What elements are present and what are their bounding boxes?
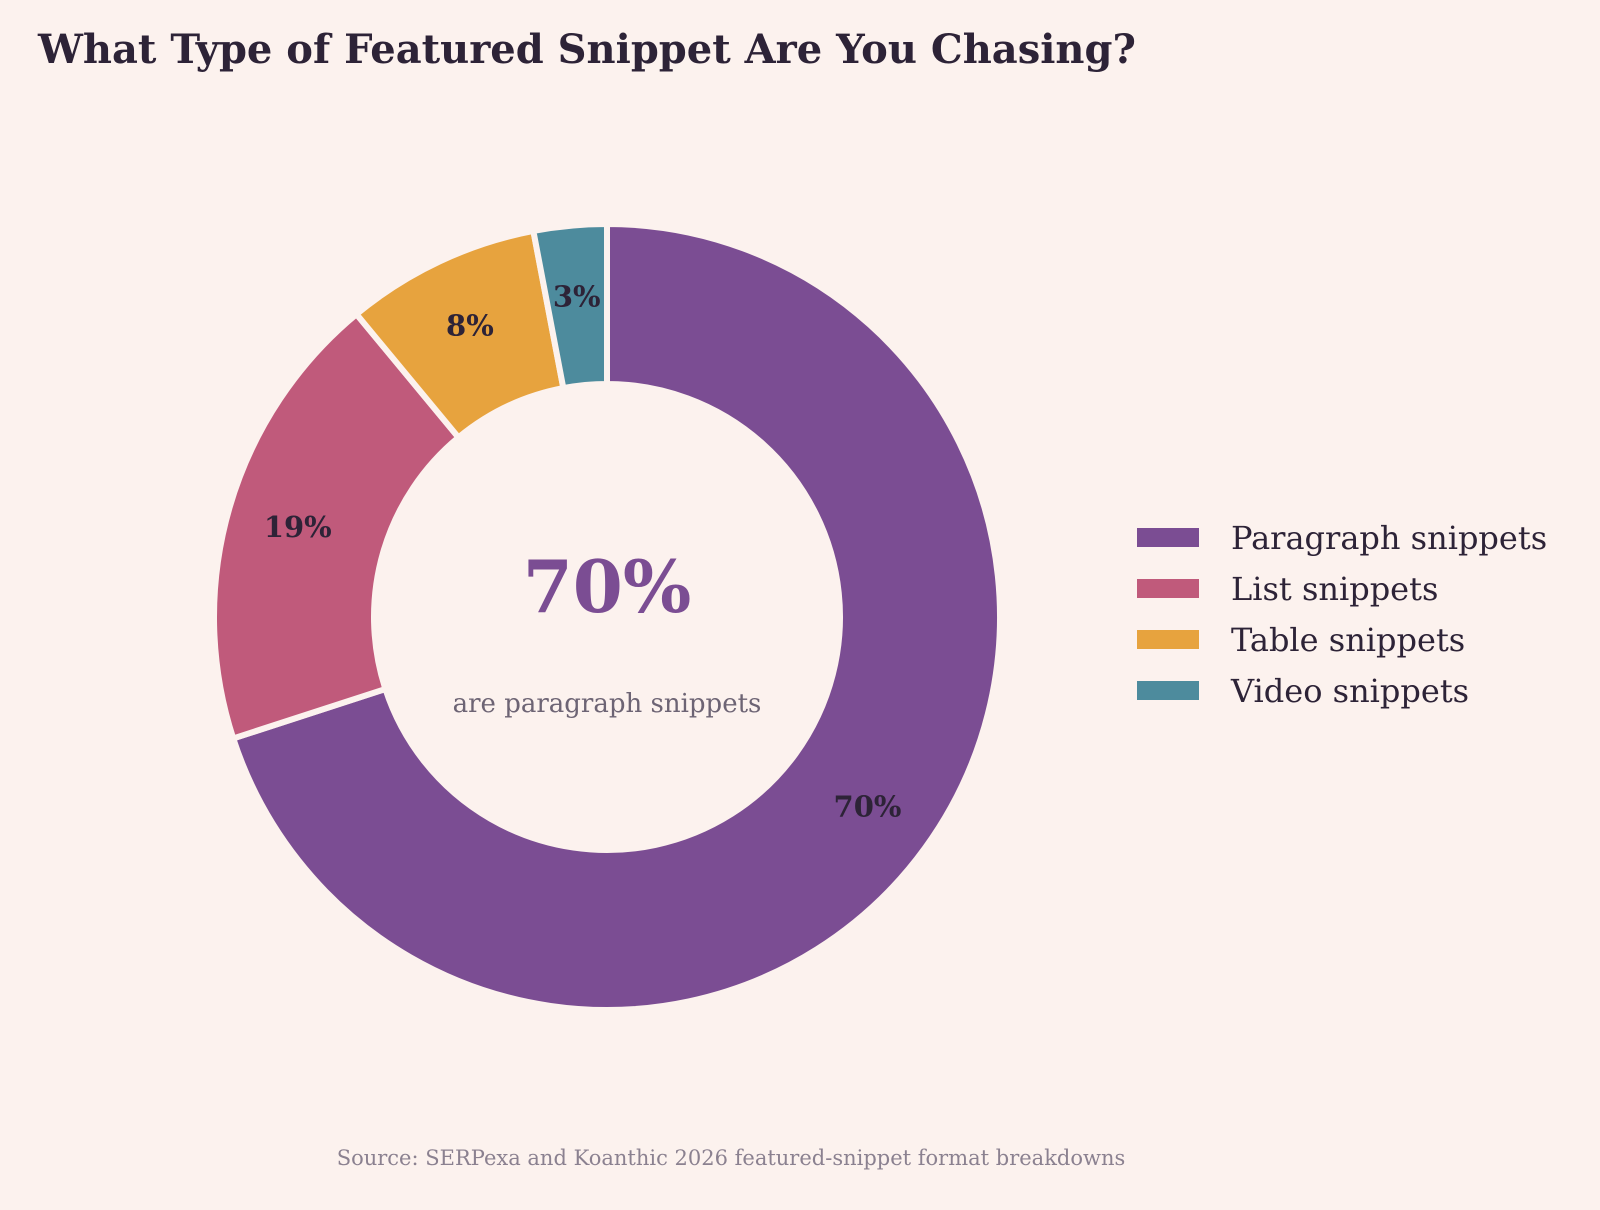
slice-video-snippets bbox=[530, 221, 610, 392]
legend-swatch bbox=[1137, 528, 1199, 547]
legend-item-table-snippets: Table snippets bbox=[1137, 614, 1547, 665]
legend-label: List snippets bbox=[1231, 569, 1439, 608]
donut-slices bbox=[211, 221, 1003, 1013]
donut-slice-labels: 70% 19% 8% 3% bbox=[264, 279, 902, 823]
legend-label: Video snippets bbox=[1231, 671, 1470, 710]
legend-label: Table snippets bbox=[1231, 620, 1466, 659]
center-caption: are paragraph snippets bbox=[453, 689, 762, 719]
slice-label-video-snippets: 3% bbox=[553, 279, 601, 313]
slice-list-snippets bbox=[211, 311, 462, 742]
legend-swatch bbox=[1137, 630, 1199, 649]
center-value: 70% bbox=[523, 544, 692, 629]
chart-legend: Paragraph snippets List snippets Table sni… bbox=[1137, 512, 1547, 716]
slice-label-paragraph-snippets: 70% bbox=[834, 789, 902, 823]
slice-paragraph-snippets bbox=[230, 221, 1003, 1013]
slice-label-table-snippets: 8% bbox=[446, 309, 494, 343]
legend-label: Paragraph snippets bbox=[1231, 518, 1548, 557]
legend-swatch bbox=[1137, 681, 1199, 700]
chart-title: What Type of Featured Snippet Are You Ch… bbox=[38, 26, 1136, 73]
legend-item-paragraph-snippets: Paragraph snippets bbox=[1137, 512, 1547, 563]
legend-item-video-snippets: Video snippets bbox=[1137, 665, 1547, 716]
legend-item-list-snippets: List snippets bbox=[1137, 563, 1547, 614]
legend-swatch bbox=[1137, 579, 1199, 598]
source-note: Source: SERPexa and Koanthic 2026 featur… bbox=[336, 1146, 1126, 1170]
slice-label-list-snippets: 19% bbox=[264, 510, 332, 544]
